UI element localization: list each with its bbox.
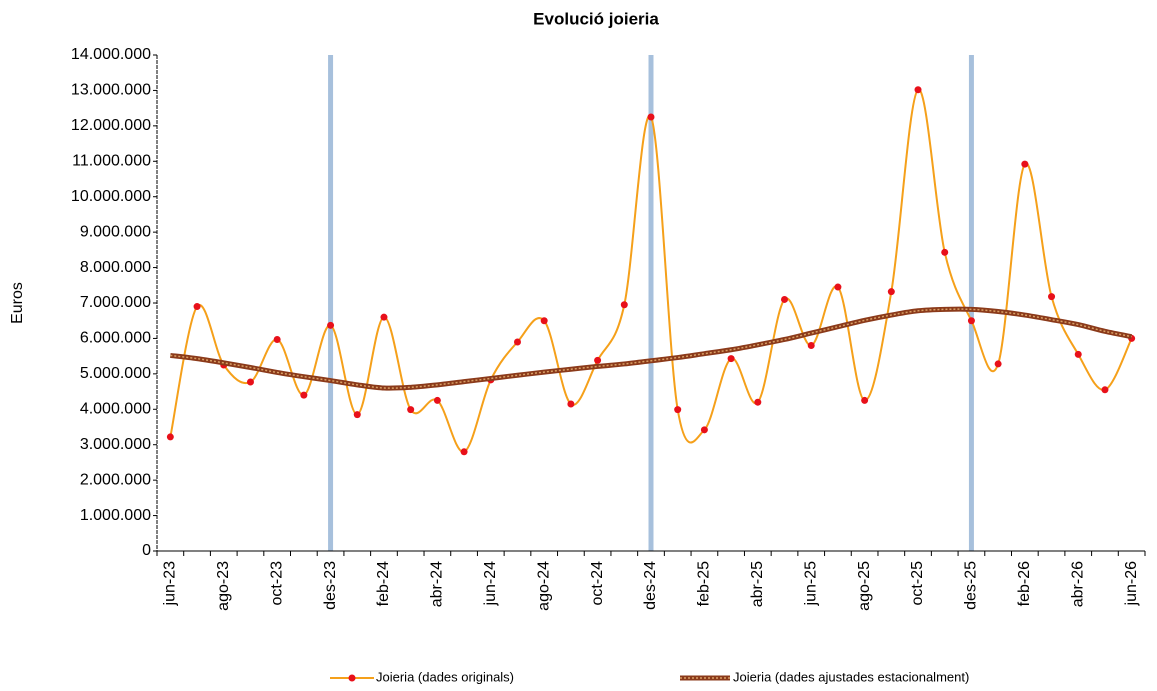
series-line-dots: [170, 308, 1132, 389]
data-point: [540, 317, 548, 325]
data-point: [1074, 350, 1082, 358]
y-tick-label: 3.000.000: [80, 436, 151, 453]
y-tick-label: 2.000.000: [80, 471, 151, 488]
y-tick-label: 13.000.000: [71, 82, 151, 99]
data-point: [807, 342, 815, 350]
y-tick-label: 0: [142, 542, 151, 559]
x-tick-label: ago-23: [215, 561, 232, 611]
data-point: [353, 411, 361, 419]
y-tick-label: 5.000.000: [80, 365, 151, 382]
y-tick-label: 14.000.000: [71, 46, 151, 63]
x-tick-label: feb-25: [696, 561, 713, 606]
x-tick-label: oct-25: [909, 561, 926, 606]
data-point: [967, 317, 975, 325]
data-point: [273, 335, 281, 343]
data-point: [727, 355, 735, 363]
x-tick-label: jun-24: [482, 561, 499, 607]
data-point: [887, 288, 895, 296]
data-point: [674, 406, 682, 414]
data-point: [861, 396, 869, 404]
data-point: [834, 283, 842, 291]
data-point: [460, 448, 468, 456]
data-point: [1021, 160, 1029, 168]
x-tick-label: abr-24: [429, 561, 446, 607]
y-tick-label: 12.000.000: [71, 117, 151, 134]
legend-marker: [348, 674, 356, 682]
y-tick-label: 7.000.000: [80, 294, 151, 311]
data-point: [166, 433, 174, 441]
y-tick-label: 6.000.000: [80, 330, 151, 347]
data-point: [914, 86, 922, 94]
data-point: [754, 398, 762, 406]
data-point: [700, 426, 708, 434]
data-point: [647, 113, 655, 121]
data-point: [513, 338, 521, 346]
x-tick-label: feb-26: [1016, 561, 1033, 606]
x-tick-label: des-25: [963, 561, 980, 610]
data-point: [1101, 386, 1109, 394]
y-tick-label: 8.000.000: [80, 259, 151, 276]
data-point: [567, 400, 575, 408]
data-point: [941, 248, 949, 256]
data-point: [781, 295, 789, 303]
data-point: [433, 396, 441, 404]
x-tick-label: des-23: [322, 561, 339, 610]
x-tick-label: ago-25: [856, 561, 873, 611]
data-point: [380, 313, 388, 321]
y-tick-label: 9.000.000: [80, 223, 151, 240]
x-tick-label: oct-24: [589, 561, 606, 606]
x-tick-label: jun-26: [1123, 561, 1140, 607]
data-point: [407, 406, 415, 414]
data-point: [994, 360, 1002, 368]
legend-label: Joieria (dades originals): [376, 669, 514, 684]
y-tick-label: 10.000.000: [71, 188, 151, 205]
x-tick-label: oct-23: [268, 561, 285, 606]
y-tick-label: 11.000.000: [72, 153, 151, 170]
y-tick-label: 4.000.000: [80, 401, 151, 418]
data-point: [327, 321, 335, 329]
data-point: [193, 303, 201, 311]
x-tick-label: abr-25: [749, 561, 766, 607]
legend-label: Joieria (dades ajustades estacionalment): [733, 669, 969, 684]
chart-title: Evolució joieria: [533, 9, 659, 28]
x-tick-label: abr-26: [1069, 561, 1086, 607]
data-point: [620, 301, 628, 309]
x-tick-label: ago-24: [535, 561, 552, 611]
y-axis-label: Euros: [9, 282, 26, 324]
x-tick-label: jun-25: [802, 561, 819, 607]
data-point: [246, 378, 254, 386]
data-point: [1048, 293, 1056, 301]
y-tick-label: 1.000.000: [80, 507, 151, 524]
x-tick-label: des-24: [642, 561, 659, 610]
data-point: [594, 356, 602, 364]
x-tick-label: feb-24: [375, 561, 392, 606]
data-point: [300, 391, 308, 399]
x-tick-label: jun-23: [162, 561, 179, 607]
